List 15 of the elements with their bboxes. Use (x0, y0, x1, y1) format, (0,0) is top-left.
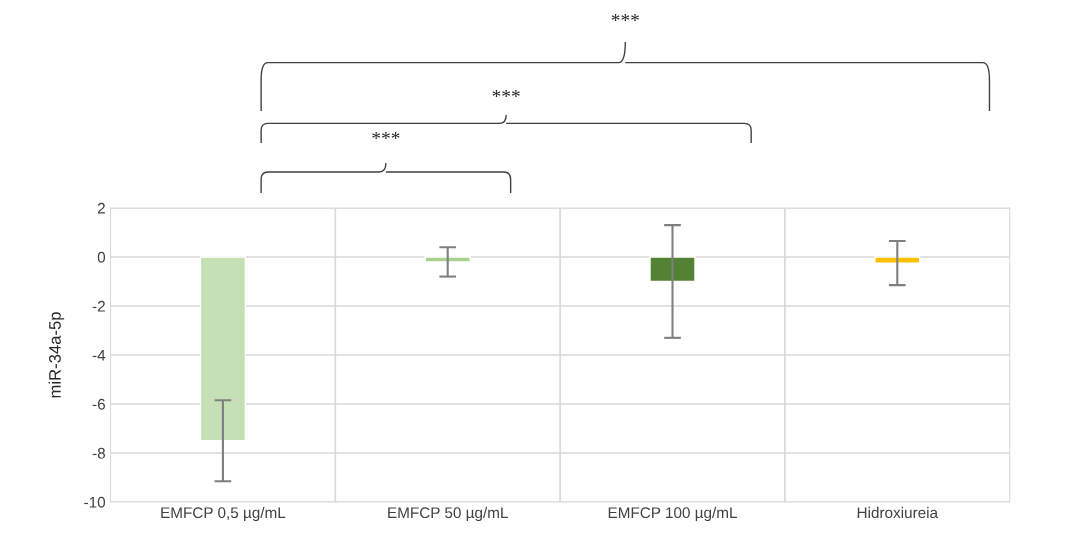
text: *** (372, 131, 400, 140)
x-tick-label: EMFCP 100 µg/mL (608, 506, 737, 522)
y-tick-label: -4 (92, 350, 106, 361)
y-tick-label: -10 (84, 496, 106, 508)
x-tick-label: Hidroxiureia (857, 506, 939, 519)
y-axis-title: miR-34a-5p (48, 312, 65, 398)
y-tick-label: -6 (92, 398, 105, 410)
y-tick-label: 0 (97, 251, 106, 263)
x-tick-label: EMFCP 0,5 µg/mL (161, 506, 286, 522)
text: *** (492, 89, 520, 98)
y-tick-label: -8 (92, 447, 105, 459)
x-tick-label: EMFCP 50 µg/mL (388, 506, 508, 522)
y-tick-label: -2 (92, 300, 105, 312)
text: *** (611, 13, 639, 22)
y-tick-label: 2 (97, 202, 105, 214)
